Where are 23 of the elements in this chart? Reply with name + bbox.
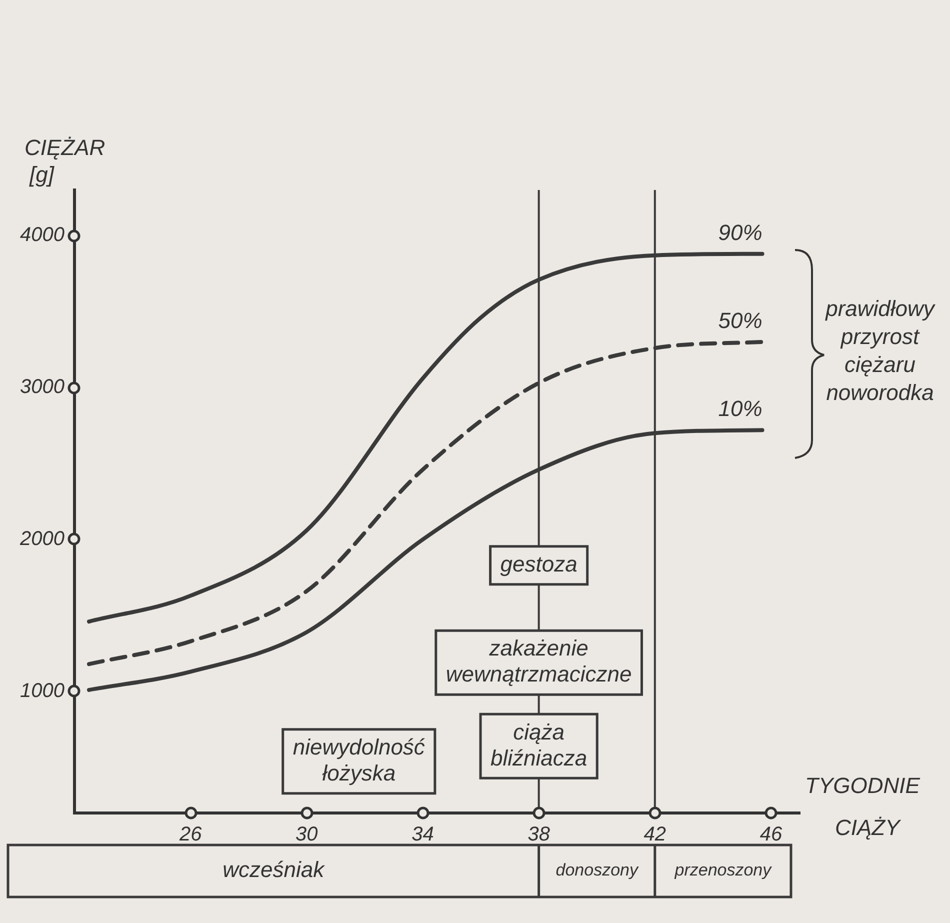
series-label: 50%: [718, 308, 762, 333]
y-tick-label: 4000: [20, 224, 64, 246]
annotation: zakażenie wewnątrzmaciczne: [446, 636, 632, 687]
y-tick-label: 1000: [20, 680, 64, 702]
series-label: 10%: [718, 396, 762, 422]
annotation: gestoza: [500, 551, 578, 576]
text: prawidłowy przyrost ciężaru noworodka: [824, 296, 936, 406]
text: przenoszony: [674, 860, 773, 880]
y-tick-label: 2000: [18, 528, 64, 550]
x-tick-label: 46: [760, 824, 783, 846]
text: wcześniak: [222, 857, 326, 882]
x-tick-label: 42: [644, 824, 666, 846]
text: donoszony: [556, 860, 640, 880]
x-tick-label: 38: [528, 824, 550, 846]
y-axis-title: CIĘŻAR [g]: [24, 135, 106, 187]
x-tick-label: 30: [296, 824, 318, 846]
annotation: ciąża bliźniacza: [490, 719, 588, 770]
x-tick-label: 34: [412, 824, 434, 846]
y-tick-label: 3000: [20, 376, 64, 398]
x-axis-title: TYGODNIE CIĄŻY: [805, 773, 920, 840]
annotation: niewydolność łożyska: [292, 734, 425, 786]
x-tick-label: 26: [178, 824, 203, 846]
series-label: 90%: [718, 220, 762, 245]
